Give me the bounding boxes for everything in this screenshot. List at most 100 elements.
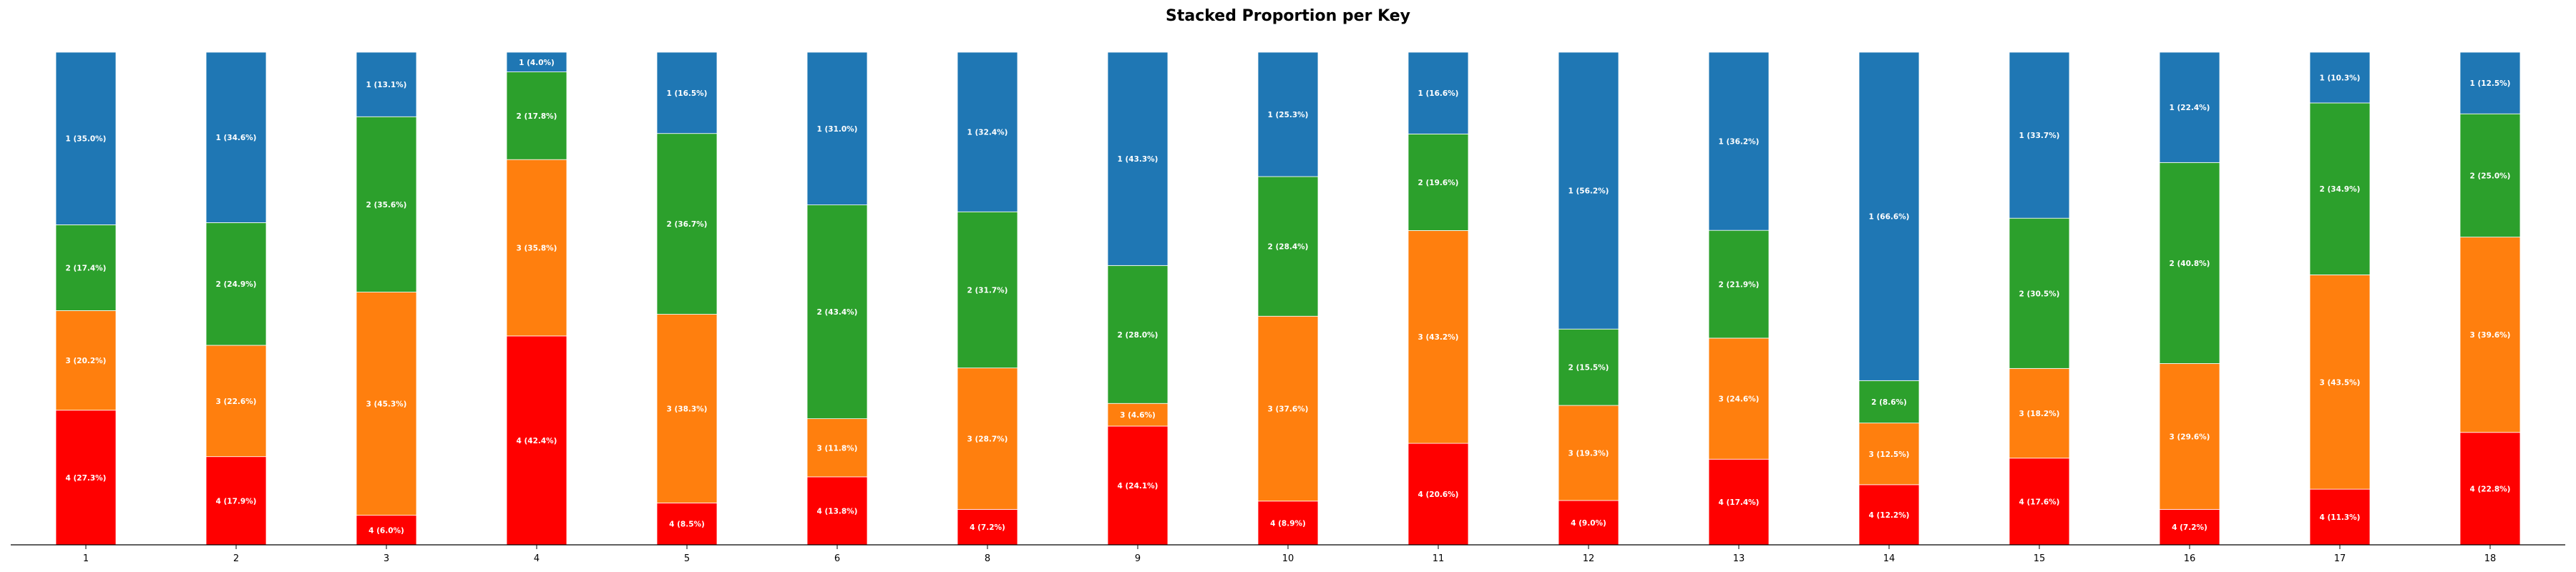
bars-group bbox=[55, 51, 2521, 546]
segment-label-key-14-series-2: 2 (8.6%) bbox=[1871, 398, 1907, 407]
bar-segment-key-9-series-1 bbox=[1107, 51, 1169, 266]
segment-label-key-4-series-2: 2 (17.8%) bbox=[517, 112, 557, 121]
bar-segment-key-2-series-1 bbox=[205, 51, 267, 223]
x-tick-label-8: 8 bbox=[985, 553, 990, 564]
segment-label-key-9-series-3: 3 (4.6%) bbox=[1120, 411, 1156, 420]
segment-labels-group: 4 (27.3%) 3 (20.2%) 2 (17.4%) 1 (35.0%) 4 (1… bbox=[66, 59, 2511, 536]
segment-label-key-16-series-4: 4 (7.2%) bbox=[2172, 523, 2207, 532]
bar-segment-key-14-series-2 bbox=[1858, 380, 1920, 424]
segment-label-key-4-series-4: 4 (42.4%) bbox=[517, 437, 557, 445]
bar-segment-key-8-series-3 bbox=[957, 368, 1018, 510]
segment-label-key-9-series-2: 2 (28.0%) bbox=[1118, 331, 1158, 340]
bar-segment-key-18-series-3 bbox=[2459, 237, 2521, 433]
segment-label-key-14-series-4: 4 (12.2%) bbox=[1869, 511, 1910, 520]
bar-segment-key-4-series-3 bbox=[506, 159, 567, 337]
bar-segment-key-18-series-1 bbox=[2459, 51, 2521, 114]
segment-label-key-1-series-3: 3 (20.2%) bbox=[66, 357, 107, 365]
segment-label-key-5-series-4: 4 (8.5%) bbox=[669, 521, 705, 529]
x-tick-label-17: 17 bbox=[2334, 553, 2346, 564]
segment-label-key-16-series-2: 2 (40.8%) bbox=[2170, 260, 2210, 268]
segment-label-key-17-series-2: 2 (34.9%) bbox=[2320, 185, 2361, 194]
bar-segment-key-3-series-1 bbox=[356, 51, 417, 117]
bar-segment-key-16-series-1 bbox=[2159, 51, 2220, 163]
bar-segment-key-15-series-1 bbox=[2009, 51, 2070, 219]
bar-segment-key-14-series-3 bbox=[1858, 423, 1920, 485]
segment-label-key-12-series-3: 3 (19.3%) bbox=[1568, 450, 1609, 458]
segment-label-key-2-series-1: 1 (34.6%) bbox=[216, 134, 257, 142]
segment-label-key-5-series-3: 3 (38.3%) bbox=[667, 405, 708, 413]
segment-label-key-2-series-2: 2 (24.9%) bbox=[216, 280, 257, 289]
x-tick-label-18: 18 bbox=[2484, 553, 2497, 564]
bar-segment-key-17-series-3 bbox=[2309, 275, 2371, 490]
segment-label-key-1-series-4: 4 (27.3%) bbox=[66, 474, 107, 483]
segment-label-key-6-series-4: 4 (13.8%) bbox=[817, 507, 858, 516]
x-tick-label-5: 5 bbox=[684, 553, 690, 564]
bar-segment-key-5-series-1 bbox=[656, 51, 718, 134]
bar-segment-key-10-series-3 bbox=[1257, 315, 1319, 502]
bar-segment-key-6-series-1 bbox=[806, 51, 868, 205]
segment-label-key-17-series-4: 4 (11.3%) bbox=[2320, 513, 2361, 522]
bar-segment-key-3-series-2 bbox=[356, 116, 417, 292]
bar-segment-key-15-series-2 bbox=[2009, 217, 2070, 369]
segment-label-key-3-series-3: 3 (45.3%) bbox=[366, 400, 407, 409]
segment-label-key-13-series-2: 2 (21.9%) bbox=[1719, 281, 1760, 290]
segment-label-key-15-series-2: 2 (30.5%) bbox=[2019, 290, 2060, 298]
segment-label-key-18-series-1: 1 (12.5%) bbox=[2470, 79, 2511, 88]
segment-label-key-18-series-4: 4 (22.8%) bbox=[2470, 485, 2511, 493]
segment-label-key-10-series-1: 1 (25.3%) bbox=[1268, 111, 1309, 119]
segment-label-key-8-series-1: 1 (32.4%) bbox=[967, 129, 1008, 137]
segment-label-key-17-series-3: 3 (43.5%) bbox=[2320, 378, 2361, 387]
bar-segment-key-15-series-4 bbox=[2009, 458, 2070, 546]
segment-label-key-15-series-3: 3 (18.2%) bbox=[2019, 410, 2060, 418]
segment-label-key-3-series-2: 2 (35.6%) bbox=[366, 201, 407, 209]
segment-label-key-11-series-3: 3 (43.2%) bbox=[1418, 333, 1459, 342]
segment-label-key-15-series-1: 1 (33.7%) bbox=[2019, 132, 2060, 140]
segment-label-key-12-series-4: 4 (9.0%) bbox=[1571, 519, 1606, 528]
x-tick-label-4: 4 bbox=[534, 553, 540, 564]
bar-segment-key-6-series-3 bbox=[806, 418, 868, 478]
bar-segment-key-10-series-4 bbox=[1257, 500, 1319, 546]
bar-segment-key-4-series-4 bbox=[506, 335, 567, 546]
segment-label-key-12-series-1: 1 (56.2%) bbox=[1568, 187, 1609, 196]
chart-title: Stacked Proportion per Key bbox=[1165, 7, 1410, 25]
x-tick-label-6: 6 bbox=[834, 553, 840, 564]
segment-label-key-5-series-1: 1 (16.5%) bbox=[667, 89, 708, 98]
bar-segment-key-12-series-4 bbox=[1558, 500, 1619, 546]
bar-segment-key-3-series-3 bbox=[356, 292, 417, 516]
bar-segment-key-1-series-4 bbox=[55, 410, 117, 546]
x-tick-label-3: 3 bbox=[384, 553, 389, 564]
segment-label-key-16-series-3: 3 (29.6%) bbox=[2170, 433, 2210, 441]
bar-segment-key-11-series-1 bbox=[1407, 51, 1469, 134]
segment-label-key-16-series-1: 1 (22.4%) bbox=[2170, 104, 2210, 112]
x-tick-label-16: 16 bbox=[2184, 553, 2196, 564]
bar-segment-key-8-series-1 bbox=[957, 51, 1018, 212]
x-tick-label-14: 14 bbox=[1883, 553, 1896, 564]
bar-segment-key-1-series-1 bbox=[55, 51, 117, 225]
x-tick-label-2: 2 bbox=[233, 553, 239, 564]
x-tick-label-10: 10 bbox=[1282, 553, 1294, 564]
x-tick-label-12: 12 bbox=[1583, 553, 1595, 564]
bar-segment-key-12-series-3 bbox=[1558, 405, 1619, 501]
bar-segment-key-17-series-1 bbox=[2309, 51, 2371, 104]
bar-segment-key-4-series-1 bbox=[506, 51, 567, 72]
bar-segment-key-12-series-2 bbox=[1558, 328, 1619, 406]
bar-segment-key-13-series-3 bbox=[1708, 337, 1770, 460]
bar-segment-key-2-series-3 bbox=[205, 345, 267, 458]
bar-segment-key-3-series-4 bbox=[356, 515, 417, 546]
segment-label-key-11-series-4: 4 (20.6%) bbox=[1418, 490, 1459, 499]
bar-segment-key-11-series-2 bbox=[1407, 133, 1469, 231]
bar-segment-key-11-series-4 bbox=[1407, 443, 1469, 546]
bar-segment-key-9-series-2 bbox=[1107, 265, 1169, 404]
bar-segment-key-6-series-2 bbox=[806, 204, 868, 420]
bar-segment-key-13-series-1 bbox=[1708, 51, 1770, 231]
bar-segment-key-18-series-2 bbox=[2459, 113, 2521, 238]
bar-segment-key-13-series-2 bbox=[1708, 230, 1770, 339]
bar-segment-key-10-series-2 bbox=[1257, 176, 1319, 317]
x-tick-label-11: 11 bbox=[1433, 553, 1445, 564]
bar-segment-key-16-series-2 bbox=[2159, 162, 2220, 364]
segment-label-key-4-series-3: 3 (35.8%) bbox=[517, 245, 557, 253]
bar-segment-key-10-series-1 bbox=[1257, 51, 1319, 177]
bar-segment-key-15-series-3 bbox=[2009, 368, 2070, 459]
x-tick-label-13: 13 bbox=[1733, 553, 1745, 564]
